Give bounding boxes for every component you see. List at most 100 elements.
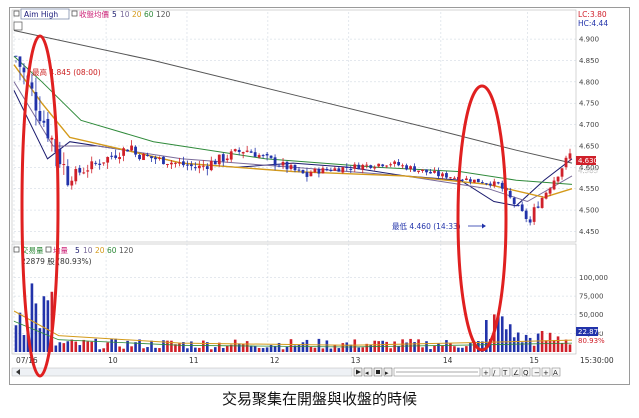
ma-period-5: 5 <box>112 10 117 19</box>
font-size-button[interactable] <box>551 367 561 377</box>
volume-bar <box>225 345 229 352</box>
candle-body <box>245 150 249 152</box>
nav-first-button[interactable] <box>363 367 373 377</box>
candle-body <box>369 165 373 168</box>
volume-bar <box>265 347 269 352</box>
volume-bar <box>122 348 125 352</box>
candle-body <box>138 154 141 160</box>
tool-text-button[interactable] <box>501 367 511 377</box>
candle-body <box>82 172 86 174</box>
candle-body <box>293 164 297 171</box>
candle-body <box>181 161 185 166</box>
volume-bar <box>74 341 78 352</box>
price-tick-label: 4.900 <box>579 36 599 44</box>
candle-body <box>568 153 572 159</box>
volume-bar <box>249 345 253 352</box>
candle-body <box>552 180 556 190</box>
scrollbar-track[interactable] <box>11 367 353 377</box>
zoom-out-button[interactable] <box>531 367 541 377</box>
volume-bar <box>540 330 544 352</box>
candle-body <box>42 120 46 123</box>
price-tick-label: 4.500 <box>579 207 599 215</box>
candle-body <box>500 182 504 189</box>
volume-bar <box>106 342 109 352</box>
volume-bar <box>241 343 245 352</box>
volume-bar <box>285 346 289 352</box>
volume-bar <box>453 346 456 352</box>
legend-checkbox[interactable] <box>13 10 20 17</box>
tool-crosshair-button[interactable] <box>481 367 491 377</box>
plus-icon: + <box>543 369 549 377</box>
volume-bar <box>190 341 193 352</box>
low-annotation: 最低 4.460 (14:33) <box>392 221 461 231</box>
volume-bar <box>512 337 516 352</box>
candle-body <box>397 162 401 166</box>
volume-bar <box>401 339 404 352</box>
volume-bar <box>126 340 129 352</box>
volume-bar <box>198 347 201 352</box>
candle-body <box>329 170 333 172</box>
candle-body <box>341 167 345 173</box>
volume-bar <box>445 340 448 352</box>
candle-body <box>460 179 464 181</box>
candle-body <box>564 157 568 168</box>
tool-zoom-button[interactable] <box>521 367 531 377</box>
candle-body <box>269 155 273 158</box>
volume-bar <box>524 334 528 352</box>
tool-brush-button[interactable] <box>511 367 521 377</box>
font-a-icon: A <box>553 369 558 377</box>
volume-bar <box>82 339 86 352</box>
volume-bar <box>150 340 153 352</box>
scroll-left-arrow[interactable] <box>16 369 20 375</box>
ma-checkbox[interactable] <box>71 10 78 17</box>
candle-body <box>449 177 452 179</box>
collapse-button[interactable] <box>13 21 23 31</box>
volume-bar <box>568 344 572 352</box>
tool-draw-button[interactable] <box>491 367 501 377</box>
volume-badge <box>576 327 598 336</box>
candle-body <box>162 156 165 165</box>
volume-ma-period-5: 5 <box>75 246 80 255</box>
candle-body <box>122 148 126 156</box>
candle-body <box>385 165 389 167</box>
candle-body <box>468 179 472 182</box>
magnifier-icon: Q <box>523 369 529 377</box>
candle-body <box>361 164 365 170</box>
intraday-chart: Aim High 收盤均價 5 10 20 60 120 LC:3.80 HC:… <box>11 8 614 378</box>
volume-bar <box>134 342 137 352</box>
volume-bar <box>170 340 173 352</box>
volume-bar <box>14 325 18 352</box>
low-annotation-arrowhead <box>482 223 486 229</box>
volume-bar <box>449 343 452 352</box>
candle-body <box>345 166 349 168</box>
volume-bar <box>253 346 257 352</box>
candle-body <box>62 164 66 166</box>
candle-body <box>560 168 564 177</box>
volume-bar <box>548 332 552 352</box>
candle-body <box>38 110 42 122</box>
candle-body <box>409 166 412 170</box>
volume-bar <box>166 340 169 352</box>
volume-bar <box>500 316 504 352</box>
nav-next-button[interactable] <box>383 367 393 377</box>
candle-body <box>544 192 548 199</box>
candle-body <box>98 163 102 165</box>
candle-body <box>225 158 229 161</box>
candle-body <box>170 162 173 165</box>
volume-bar <box>309 346 313 352</box>
zoom-in-button[interactable] <box>541 367 551 377</box>
volume-bar <box>213 347 217 352</box>
volume-bar <box>313 347 317 352</box>
hc-label: HC:4.44 <box>578 19 608 28</box>
candle-body <box>536 206 540 208</box>
volume-checkbox[interactable] <box>13 246 20 253</box>
price-tick-label: 4.700 <box>579 121 599 129</box>
volume-bar <box>182 342 185 352</box>
volume-bar <box>349 344 353 352</box>
time-tick-label: 11 <box>189 356 199 365</box>
price-tick-label: 4.850 <box>579 57 599 65</box>
candle-body <box>441 173 444 177</box>
volume-ma-checkbox[interactable] <box>45 246 52 253</box>
product-box[interactable] <box>20 8 70 20</box>
candle-body <box>106 157 110 163</box>
